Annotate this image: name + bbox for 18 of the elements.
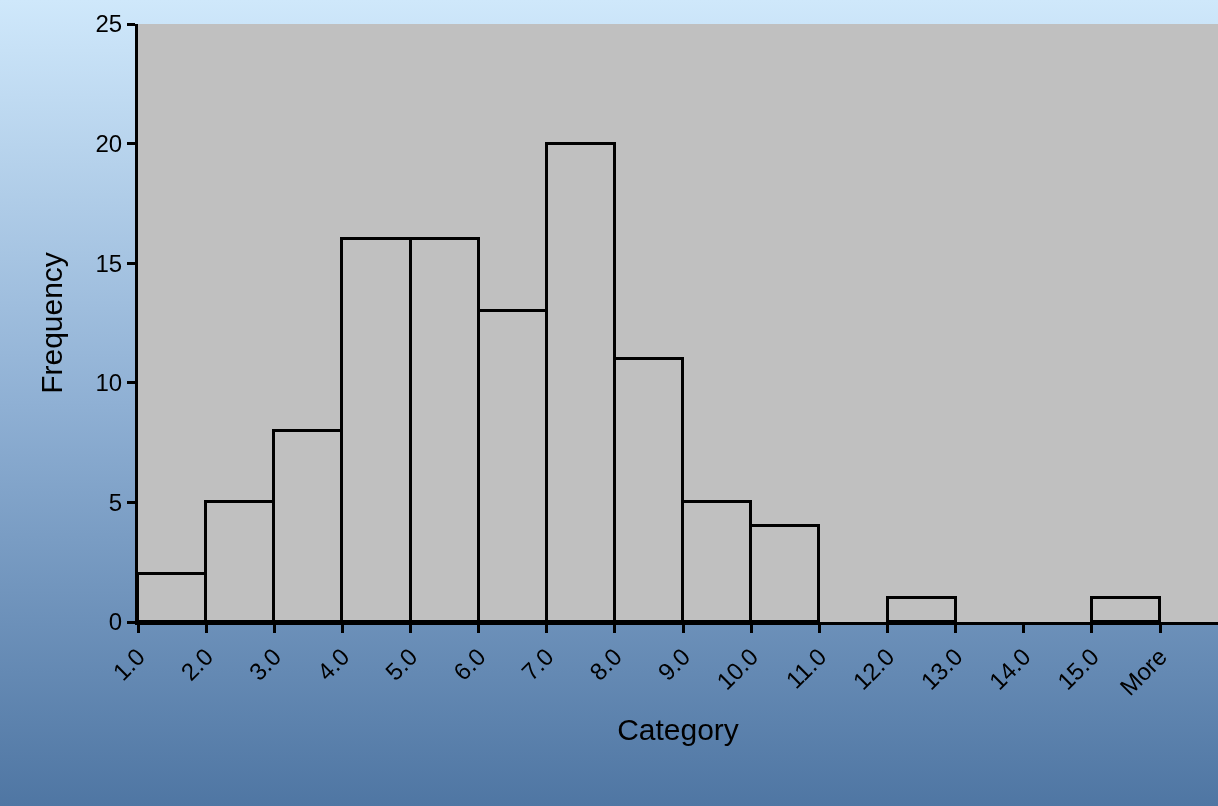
y-axis-title: Frequency: [35, 252, 69, 394]
x-tick-label: 4.0: [311, 642, 355, 686]
y-tick-label: 5: [108, 488, 123, 516]
x-tick-label: 8.0: [584, 642, 627, 686]
y-tick-label: 15: [95, 249, 123, 277]
x-tick-label: 6.0: [448, 642, 491, 686]
y-tick-label: 10: [95, 369, 123, 397]
x-tick-label: 7.0: [516, 642, 559, 686]
y-tick-label: 25: [95, 10, 123, 38]
y-tick-label: 20: [95, 130, 123, 157]
x-tick-label: 11.0: [780, 642, 832, 694]
x-tick-label: 3.0: [243, 642, 287, 686]
x-axis-title: Category: [617, 712, 739, 746]
y-tick-label: 0: [108, 608, 123, 636]
x-tick-label: 1.0: [107, 642, 151, 686]
x-tick-label: 5.0: [379, 642, 423, 686]
x-tick-label: 9.0: [652, 642, 696, 686]
x-tick-label: 2.0: [175, 642, 219, 686]
